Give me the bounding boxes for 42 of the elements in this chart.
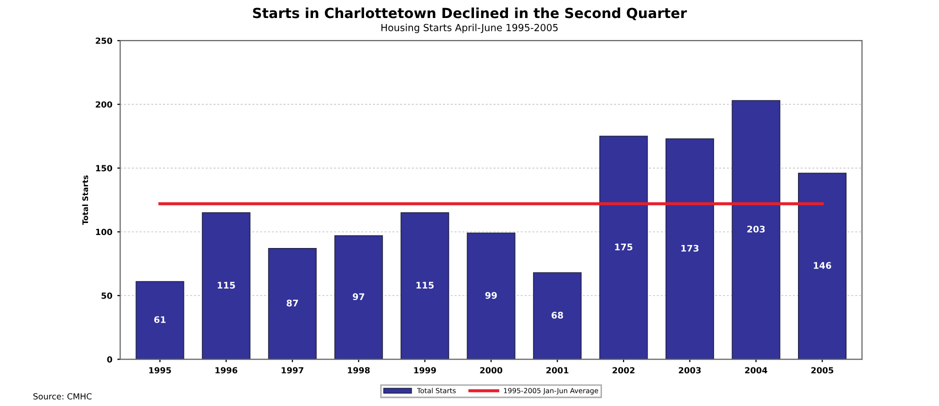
source-note: Source: CMHC bbox=[33, 393, 92, 400]
x-tick-label: 1996 bbox=[216, 367, 238, 374]
bar bbox=[400, 212, 450, 360]
x-tick-label: 2004 bbox=[745, 367, 768, 374]
x-tick-label: 1995 bbox=[149, 367, 171, 374]
data-label: 115 bbox=[218, 282, 235, 289]
bar bbox=[334, 235, 383, 360]
data-label: 203 bbox=[747, 226, 765, 233]
data-label: 87 bbox=[286, 300, 298, 306]
bar bbox=[136, 281, 184, 360]
x-tick-label: 1998 bbox=[348, 367, 370, 374]
y-tick-label: 0 bbox=[107, 356, 112, 363]
data-label: 146 bbox=[814, 262, 832, 269]
y-tick-label: 100 bbox=[96, 228, 112, 236]
data-label: 61 bbox=[154, 316, 166, 324]
data-label: 115 bbox=[416, 282, 434, 289]
data-label: 175 bbox=[615, 244, 632, 250]
data-label: 97 bbox=[352, 293, 364, 300]
x-tick-label: 2005 bbox=[811, 367, 834, 374]
x-tick-label: 1997 bbox=[282, 367, 304, 374]
bar bbox=[268, 248, 317, 360]
bar bbox=[466, 232, 516, 360]
x-tick-label: 2002 bbox=[612, 367, 634, 374]
bar bbox=[732, 100, 780, 360]
y-tick-label: 50 bbox=[102, 292, 112, 299]
x-tick-label: 2001 bbox=[546, 367, 568, 374]
data-label: 173 bbox=[681, 244, 698, 252]
y-tick-label: 150 bbox=[96, 165, 112, 172]
x-tick-label: 1999 bbox=[414, 367, 436, 374]
bar bbox=[202, 212, 250, 360]
y-tick-label: 200 bbox=[96, 101, 112, 108]
chart-subtitle: Housing Starts April-June 1995-2005 bbox=[381, 24, 558, 34]
x-tick-label: 2003 bbox=[678, 367, 701, 374]
data-label: 68 bbox=[552, 312, 564, 319]
bar bbox=[599, 136, 648, 360]
bar bbox=[798, 172, 847, 360]
bar bbox=[533, 272, 582, 360]
chart-title: Starts in Charlottetown Declined in the Second Quarter bbox=[253, 7, 687, 20]
data-label: 99 bbox=[485, 292, 497, 299]
x-tick-label: 2000 bbox=[480, 367, 502, 374]
y-tick-label: 250 bbox=[96, 38, 112, 44]
bar bbox=[666, 138, 714, 360]
